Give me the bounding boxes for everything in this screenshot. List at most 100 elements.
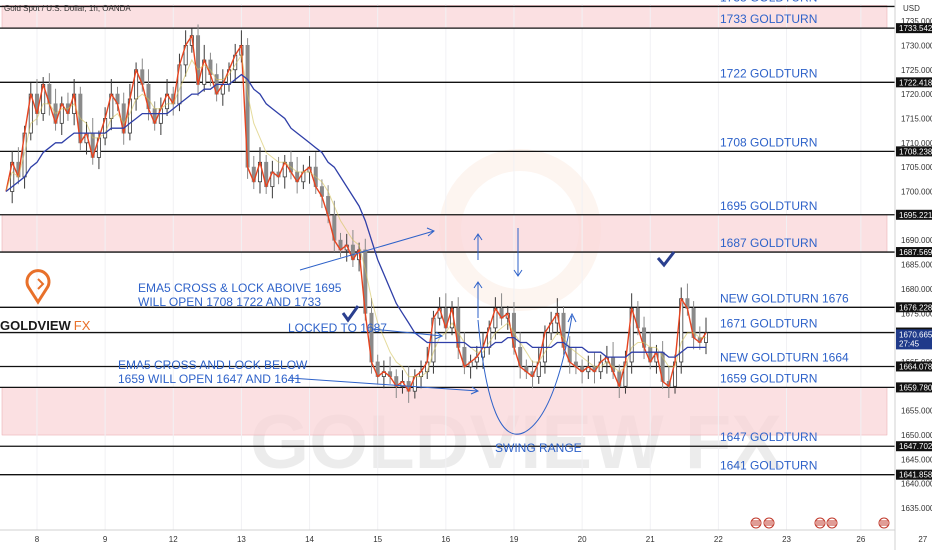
price-label-10: 1647.702 bbox=[899, 442, 932, 451]
price-tick-11: 1690.000 bbox=[901, 236, 932, 245]
time-tick-2: 12 bbox=[169, 535, 178, 544]
price-tick-10: 1685.000 bbox=[901, 261, 932, 270]
price-label-box-7 bbox=[896, 329, 932, 350]
level-label-1: 1733 GOLDTURN bbox=[720, 12, 817, 26]
price-label-4: 1687.569 bbox=[899, 248, 932, 257]
zone-1 bbox=[1, 214, 888, 253]
price-tick-8: 1675.000 bbox=[901, 309, 932, 318]
price-axis[interactable] bbox=[895, 0, 932, 550]
price-label-box-0 bbox=[896, 23, 932, 34]
time-tick-4: 14 bbox=[305, 535, 314, 544]
time-tick-9: 21 bbox=[646, 535, 655, 544]
annotation-ema5-below-line2: 1659 WILL OPEN 1647 AND 1641 bbox=[118, 372, 301, 386]
level-label-2: 1722 GOLDTURN bbox=[720, 66, 817, 80]
arrow-up-1 bbox=[473, 233, 483, 260]
price-label-1: 1722.418 bbox=[899, 78, 932, 87]
series-layer bbox=[5, 35, 707, 392]
price-tick-18: 1725.000 bbox=[901, 66, 932, 75]
time-axis-ticks: 8 9 12 13 14 15 16 19 20 21 22 23 26 27 bbox=[35, 535, 928, 544]
level-label-11: 1641 GOLDTURN bbox=[720, 459, 817, 473]
price-label-box-2 bbox=[896, 146, 932, 157]
level-label-10: 1647 GOLDTURN bbox=[720, 430, 817, 444]
logo-text: GOLDVIEW FX bbox=[0, 318, 91, 333]
arrow-up-2 bbox=[473, 281, 483, 318]
logo-text-name: GOLDVIEW bbox=[0, 318, 72, 333]
price-label-box-4 bbox=[896, 247, 932, 258]
price-tick-13: 1700.000 bbox=[901, 188, 932, 197]
price-label-8: 1664.078 bbox=[899, 362, 932, 371]
price-labels: 1733.542 1722.418 1708.238 1695.221 1687.569… bbox=[896, 23, 932, 480]
price-label-box-5 bbox=[896, 302, 932, 313]
zone-2 bbox=[1, 387, 888, 436]
time-tick-8: 20 bbox=[578, 535, 587, 544]
price-label-box-11 bbox=[896, 469, 932, 480]
price-label-2: 1708.238 bbox=[899, 147, 932, 156]
price-tick-20: 1735.000 bbox=[901, 17, 932, 26]
price-tick-14: 1705.000 bbox=[901, 163, 932, 172]
arrow-1695 bbox=[299, 227, 435, 271]
price-tick-15: 1710.000 bbox=[901, 139, 932, 148]
time-tick-3: 13 bbox=[237, 535, 246, 544]
logo: GOLDVIEW FX bbox=[0, 269, 91, 333]
event-icons bbox=[750, 517, 890, 529]
time-tick-12: 26 bbox=[856, 535, 865, 544]
level-label-6: NEW GOLDTURN 1676 bbox=[720, 291, 849, 305]
price-tick-16: 1715.000 bbox=[901, 114, 932, 123]
time-tick-6: 16 bbox=[441, 535, 450, 544]
price-label-0: 1733.542 bbox=[899, 24, 932, 33]
price-label-box-3 bbox=[896, 209, 932, 220]
level-label-7: 1671 GOLDTURN bbox=[720, 317, 817, 331]
level-label-5: 1687 GOLDTURN bbox=[720, 236, 817, 250]
price-tick-2: 1645.000 bbox=[901, 455, 932, 464]
price-label-11: 1641.858 bbox=[899, 471, 932, 480]
annotation-ema5-above-line2: WILL OPEN 1708 1722 AND 1733 bbox=[138, 295, 321, 309]
vertical-grid bbox=[36, 4, 924, 530]
annotations: EMA5 CROSS & LOCK ABOIVE 1695 WILL OPEN 1… bbox=[118, 281, 582, 455]
arrow-down-1 bbox=[513, 228, 523, 277]
level-label-9: 1659 GOLDTURN bbox=[720, 371, 817, 385]
swing-arc bbox=[477, 312, 577, 435]
price-tick-9: 1680.000 bbox=[901, 285, 932, 294]
price-axis-ticks: 1635.000 1640.000 1645.000 1650.000 1655.000… bbox=[901, 17, 932, 513]
price-label-box-8 bbox=[896, 361, 932, 372]
price-tick-1: 1640.000 bbox=[901, 480, 932, 489]
price-tick-4: 1655.000 bbox=[901, 407, 932, 416]
time-tick-0: 8 bbox=[35, 535, 40, 544]
price-tick-0: 1635.000 bbox=[901, 504, 932, 513]
price-label-box-9 bbox=[896, 382, 932, 393]
level-label-4: 1695 GOLDTURN bbox=[720, 199, 817, 213]
level-label-8: NEW GOLDTURN 1664 bbox=[720, 350, 849, 364]
price-label-5: 1676.228 bbox=[899, 303, 932, 312]
price-label-box-10 bbox=[896, 441, 932, 452]
arrow-1659 bbox=[289, 377, 480, 395]
annotation-shapes bbox=[289, 227, 676, 435]
annotation-ema5-below: EMA5 CROSS AND LOCK BELOW 1659 WILL OPEN … bbox=[118, 358, 308, 386]
checkmark-1 bbox=[341, 305, 360, 323]
level-label-3: 1708 GOLDTURN bbox=[720, 135, 817, 149]
price-tick-17: 1720.000 bbox=[901, 90, 932, 99]
level-label-0: 1738 GOLDTURN bbox=[720, 0, 817, 4]
time-tick-7: 19 bbox=[510, 535, 519, 544]
time-tick-10: 22 bbox=[714, 535, 723, 544]
levels-layer: 1738 GOLDTURN 1733 GOLDTURN 1722 GOLDTURN 1… bbox=[0, 0, 895, 476]
annotation-locked: LOCKED TO 1687 bbox=[288, 321, 387, 335]
price-tick-19: 1730.000 bbox=[901, 41, 932, 50]
series-line-ema-slow bbox=[5, 73, 706, 358]
zones-layer bbox=[1, 5, 888, 436]
series-line-ema-fast bbox=[5, 53, 706, 378]
symbol-header: Gold Spot / U.S. Dollar, 1h, OANDA bbox=[4, 4, 131, 13]
price-label-3: 1695.221 bbox=[899, 211, 932, 220]
checkmark-2 bbox=[656, 251, 676, 268]
price-label-box-1 bbox=[896, 77, 932, 88]
price-label-countdown: 27:45 bbox=[899, 339, 920, 348]
annotation-ema5-above-line1: EMA5 CROSS & LOCK ABOIVE 1695 bbox=[138, 281, 342, 295]
logo-mark bbox=[25, 269, 51, 305]
currency-label: USD bbox=[903, 4, 920, 13]
time-tick-5: 15 bbox=[373, 535, 382, 544]
annotation-ema5-below-line1: EMA5 CROSS AND LOCK BELOW bbox=[118, 358, 308, 372]
time-tick-11: 23 bbox=[782, 535, 791, 544]
arrow-1687 bbox=[371, 328, 444, 340]
time-tick-1: 9 bbox=[103, 535, 108, 544]
